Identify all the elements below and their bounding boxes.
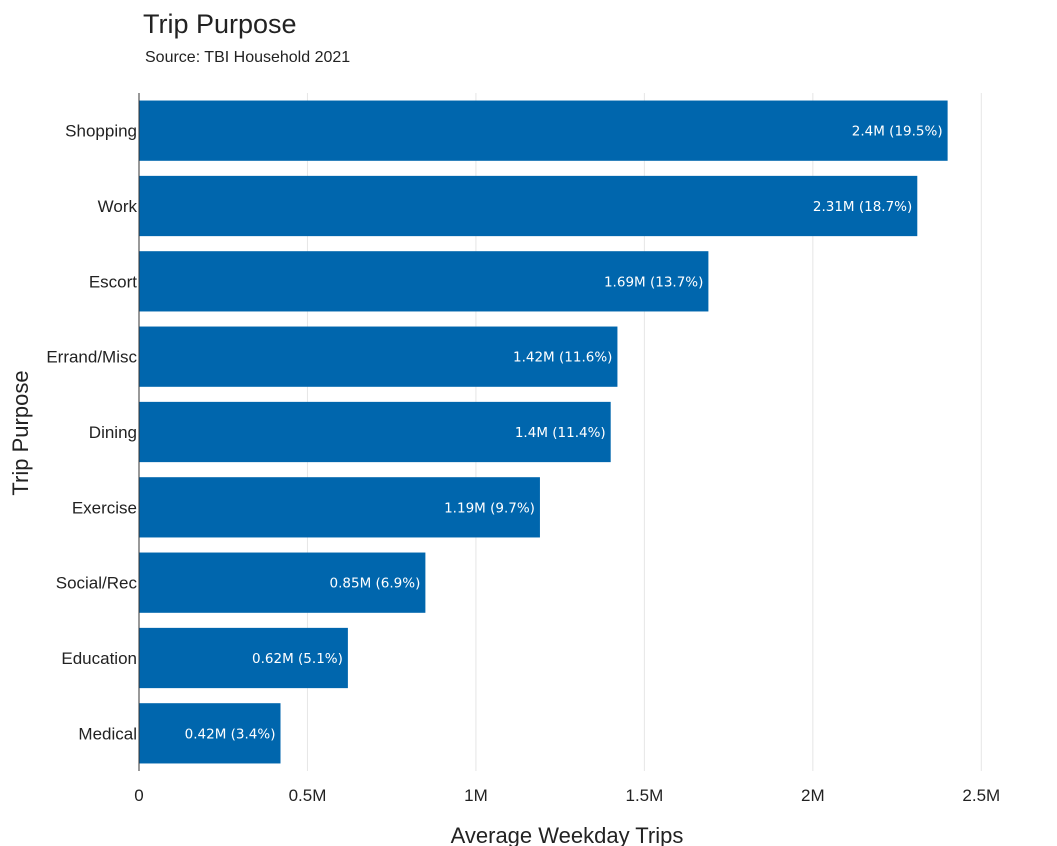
bar[interactable]: [139, 477, 540, 538]
x-tick-label: 0: [134, 786, 143, 805]
chart-title: Trip Purpose: [143, 9, 297, 39]
x-axis-title: Average Weekday Trips: [451, 823, 684, 846]
bar-data-label: 1.4M (11.4%): [515, 425, 606, 441]
category-label: Work: [98, 197, 138, 216]
x-tick-label: 0.5M: [289, 786, 327, 805]
category-label: Exercise: [72, 498, 137, 517]
bar[interactable]: [139, 552, 426, 613]
bar-data-label: 1.42M (11.6%): [513, 350, 612, 366]
bar[interactable]: [139, 326, 618, 387]
category-label: Medical: [78, 724, 137, 743]
x-tick-label: 2.5M: [962, 786, 1000, 805]
bar-data-label: 1.69M (13.7%): [604, 274, 703, 290]
bar[interactable]: [139, 251, 709, 312]
category-label: Errand/Misc: [46, 348, 137, 367]
bar[interactable]: [139, 703, 281, 764]
x-tick-label: 2M: [801, 786, 825, 805]
bar-data-label: 0.85M (6.9%): [330, 576, 421, 592]
category-label: Shopping: [65, 122, 137, 141]
x-axis-ticks: 0 0.5M 1M 1.5M 2M 2.5M: [134, 786, 1000, 805]
y-axis-title: Trip Purpose: [8, 370, 33, 495]
bar-data-label: 1.19M (9.7%): [444, 500, 535, 516]
category-label: Education: [61, 649, 137, 668]
bar[interactable]: [139, 627, 348, 689]
category-label: Dining: [89, 423, 137, 442]
bar[interactable]: [139, 401, 611, 463]
chart-subtitle: Source: TBI Household 2021: [145, 49, 350, 66]
bar[interactable]: [139, 100, 948, 161]
bar-data-label: 2.4M (19.5%): [852, 124, 943, 140]
x-tick-label: 1M: [464, 786, 488, 805]
category-label: Social/Rec: [56, 574, 138, 593]
bars: Shopping 2.4M (19.5%) Work 2.31M (18.7%) Esc…: [46, 100, 948, 764]
bar[interactable]: [139, 175, 918, 237]
category-label: Escort: [89, 272, 137, 291]
x-tick-label: 1.5M: [625, 786, 663, 805]
bar-data-label: 0.62M (5.1%): [252, 651, 343, 667]
bar-data-label: 0.42M (3.4%): [185, 726, 276, 742]
bar-data-label: 2.31M (18.7%): [813, 199, 912, 215]
